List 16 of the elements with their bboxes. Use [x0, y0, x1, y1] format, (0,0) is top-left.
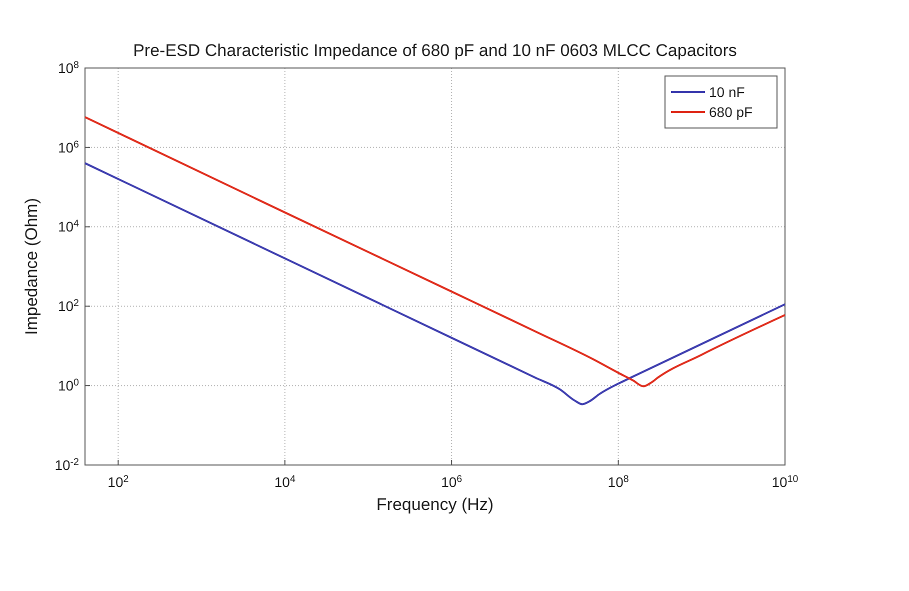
x-axis-title: Frequency (Hz) — [376, 495, 494, 514]
y-tick-label: 10$^{6}$ — [58, 138, 80, 156]
y-tick-label: 10$^{2}$ — [58, 298, 79, 314]
chart-title: Pre-ESD Characteristic Impedance of 680 pF and 10 nF 0603 MLCC Capacitors — [133, 41, 737, 60]
y-axis-title: Impedance (Ohm) — [22, 198, 41, 335]
y-tick-label: 10$^{-2}$ — [54, 456, 79, 473]
x-tick-label: 10$^{6}$ — [441, 474, 463, 490]
legend-label: 680 pF — [709, 104, 753, 120]
legend-label: 10 nF — [709, 84, 745, 100]
y-tick-label: 10$^{4}$ — [58, 218, 80, 235]
y-tick-label: 10$^{0}$ — [58, 377, 80, 394]
x-tick-label: 10$^{2}$ — [108, 474, 129, 490]
x-tick-label: 10$^{4}$ — [274, 474, 296, 490]
y-tick-label: 10$^{8}$ — [58, 59, 80, 76]
x-tick-label: 10$^{10}$ — [772, 474, 799, 490]
x-tick-label: 10$^{8}$ — [608, 474, 630, 490]
